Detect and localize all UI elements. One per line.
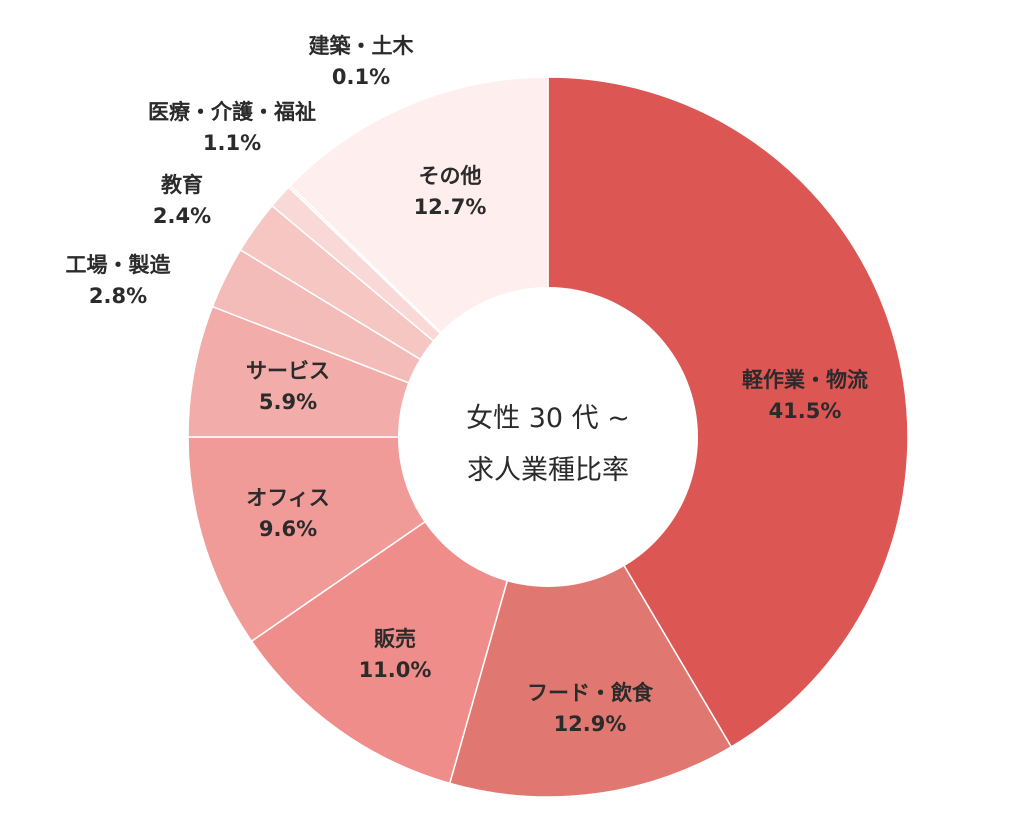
chart-subtitle: 求人業種比率 — [467, 455, 629, 486]
slice-value-6: 2.4% — [153, 204, 211, 228]
slice-value-3: 9.6% — [259, 517, 317, 541]
slice-value-9: 12.7% — [414, 195, 487, 219]
slice-label-5: 工場・製造 — [66, 253, 172, 277]
donut-hole — [398, 287, 698, 587]
slice-label-4: サービス — [246, 359, 330, 383]
slice-label-9: その他 — [419, 164, 482, 188]
slice-value-2: 11.0% — [359, 658, 432, 682]
donut-slices — [187, 76, 909, 798]
slice-label-7: 医療・介護・福祉 — [148, 100, 316, 124]
slice-value-7: 1.1% — [203, 131, 261, 155]
slice-label-6: 教育 — [161, 173, 203, 197]
slice-value-1: 12.9% — [554, 712, 627, 736]
slice-value-0: 41.5% — [769, 399, 842, 423]
slice-value-5: 2.8% — [89, 284, 147, 308]
slice-value-4: 5.9% — [259, 390, 317, 414]
slice-value-8: 0.1% — [332, 65, 390, 89]
slice-label-0: 軽作業・物流 — [742, 368, 868, 392]
slice-label-8: 建築・土木 — [309, 34, 415, 58]
slice-label-2: 販売 — [374, 627, 416, 651]
slice-label-3: オフィス — [246, 486, 330, 510]
chart-title: 女性 30 代 ~ — [466, 403, 630, 434]
slice-labels: 軽作業・物流 41.5% フード・飲食 12.9% 販売 11.0% オフィス 9.6% サービ… — [66, 34, 869, 736]
slice-label-1: フード・飲食 — [527, 681, 654, 705]
